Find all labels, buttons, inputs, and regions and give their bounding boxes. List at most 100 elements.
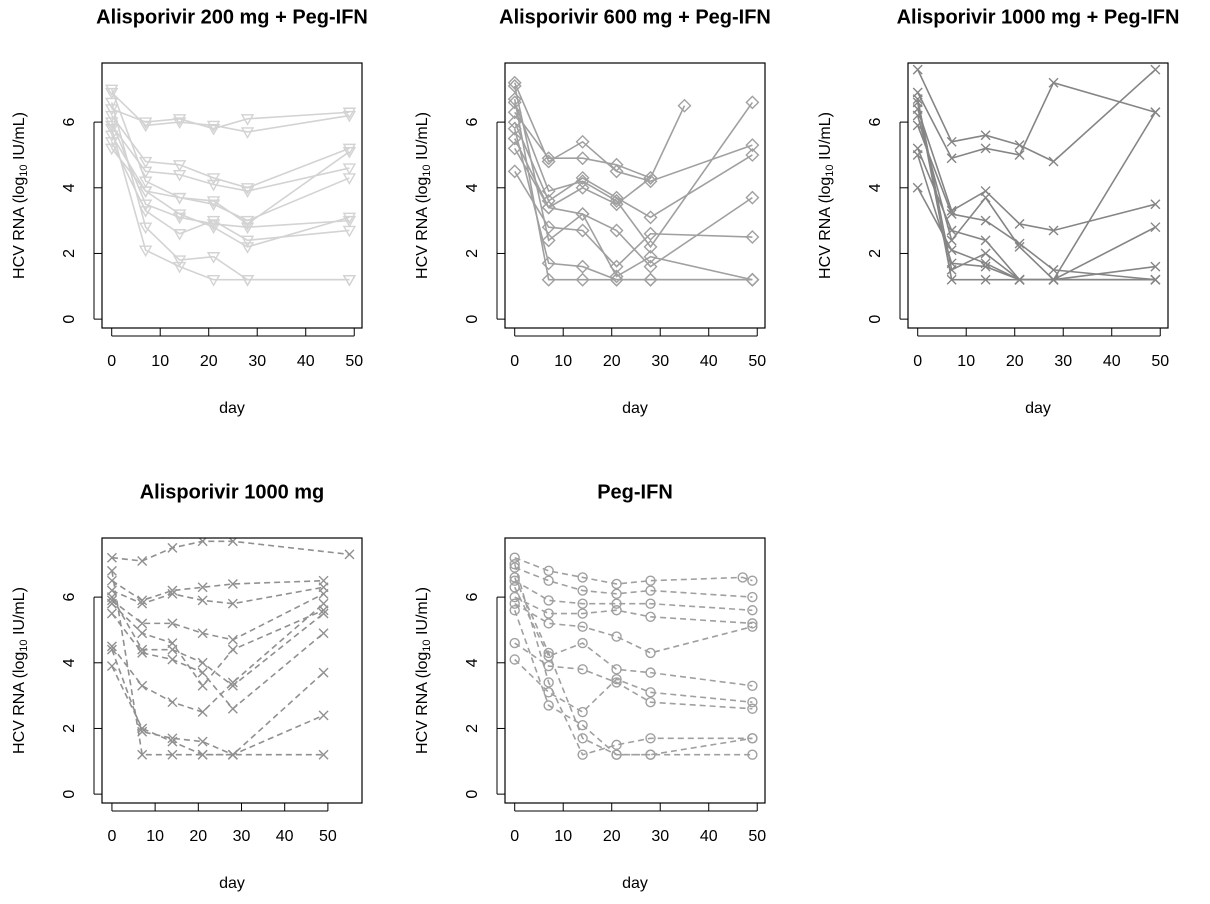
series-line	[111, 147, 350, 248]
y-tick-label: 6	[867, 118, 884, 127]
series-line	[514, 642, 753, 710]
x-tick-label: 40	[700, 353, 718, 370]
data-point	[227, 677, 238, 688]
data-point	[577, 664, 588, 675]
data-point	[507, 141, 522, 156]
data-point	[227, 644, 238, 655]
data-point	[137, 598, 148, 609]
data-point	[577, 733, 588, 744]
data-point	[509, 562, 520, 573]
data-point	[980, 192, 991, 203]
data-point	[541, 272, 556, 287]
data-point	[643, 210, 658, 225]
data-point	[575, 180, 590, 195]
data-point	[104, 117, 119, 130]
y-tick-label: 2	[464, 724, 481, 733]
data-point	[643, 226, 658, 241]
data-point	[980, 215, 991, 226]
y-tick-label: 2	[61, 249, 78, 258]
series-line	[916, 108, 1156, 232]
data-point	[318, 628, 329, 639]
data-point	[643, 249, 658, 264]
data-point	[541, 154, 556, 169]
x-tick-label: 40	[297, 353, 315, 370]
series-line	[513, 121, 753, 219]
chart-title: Alisporivir 200 mg + Peg-IFN	[96, 6, 368, 28]
y-axis-label-part: HCV RNA (log	[11, 177, 28, 279]
chart-title: Alisporivir 600 mg + Peg-IFN	[499, 6, 771, 28]
data-point	[645, 687, 656, 698]
data-point	[747, 575, 758, 586]
data-point	[645, 697, 656, 708]
data-point	[543, 677, 554, 688]
data-point	[104, 143, 119, 156]
data-point	[1150, 199, 1161, 210]
data-point	[104, 120, 119, 133]
series-line	[111, 593, 324, 641]
series-line	[513, 101, 754, 249]
data-point	[342, 225, 357, 238]
data-point	[507, 121, 522, 136]
data-point	[745, 272, 760, 287]
series-line	[110, 141, 350, 242]
data-point	[227, 578, 238, 589]
data-point	[747, 733, 758, 744]
data-point	[611, 739, 622, 751]
data-point	[1048, 156, 1059, 167]
data-point	[206, 179, 221, 192]
y-tick-label: 0	[61, 790, 78, 799]
data-point	[609, 164, 624, 179]
series-line	[513, 85, 753, 281]
y-axis-label-part: 10	[18, 639, 30, 651]
chart-title: Peg-IFN	[597, 481, 673, 503]
plot-frame	[907, 62, 1169, 329]
data-point	[575, 259, 590, 274]
data-point	[342, 143, 357, 156]
data-point	[912, 64, 923, 75]
series-line	[514, 556, 753, 585]
data-point	[507, 105, 522, 120]
series-line	[514, 602, 753, 654]
data-point	[318, 749, 329, 760]
data-point	[167, 638, 178, 649]
data-point	[912, 94, 923, 105]
data-point	[543, 700, 554, 711]
data-point	[543, 647, 554, 659]
data-point	[167, 588, 178, 599]
y-tick-label: 4	[61, 183, 78, 192]
data-point	[745, 138, 760, 153]
y-tick-label: 4	[464, 658, 481, 667]
data-point	[197, 680, 208, 691]
x-tick-label: 50	[319, 828, 337, 845]
data-point	[137, 644, 148, 655]
data-point	[240, 275, 255, 287]
data-point	[611, 674, 622, 685]
plot-area	[509, 552, 758, 760]
data-point	[575, 223, 590, 238]
y-tick-label: 4	[61, 658, 78, 667]
data-point	[106, 644, 117, 655]
data-point	[197, 657, 208, 668]
data-point	[318, 710, 329, 721]
x-tick-label: 10	[957, 353, 975, 370]
data-point	[980, 235, 991, 246]
data-point	[737, 572, 748, 583]
series-line	[514, 579, 753, 612]
y-axis-label: HCV RNA (log10 IU/mL)	[414, 112, 433, 279]
data-point	[318, 608, 329, 619]
y-tick-label: 6	[464, 118, 481, 127]
data-point	[106, 575, 117, 586]
data-point	[106, 565, 117, 576]
series-line	[110, 88, 350, 225]
data-point	[946, 209, 957, 220]
data-point	[543, 565, 554, 577]
x-axis-label: day	[219, 875, 245, 892]
data-point	[575, 170, 590, 185]
data-point	[507, 131, 522, 146]
data-point	[745, 147, 760, 162]
data-point	[541, 184, 556, 199]
data-point	[575, 134, 590, 149]
x-tick-label: 0	[107, 353, 116, 370]
data-point	[611, 588, 622, 600]
series-line	[916, 111, 1157, 281]
